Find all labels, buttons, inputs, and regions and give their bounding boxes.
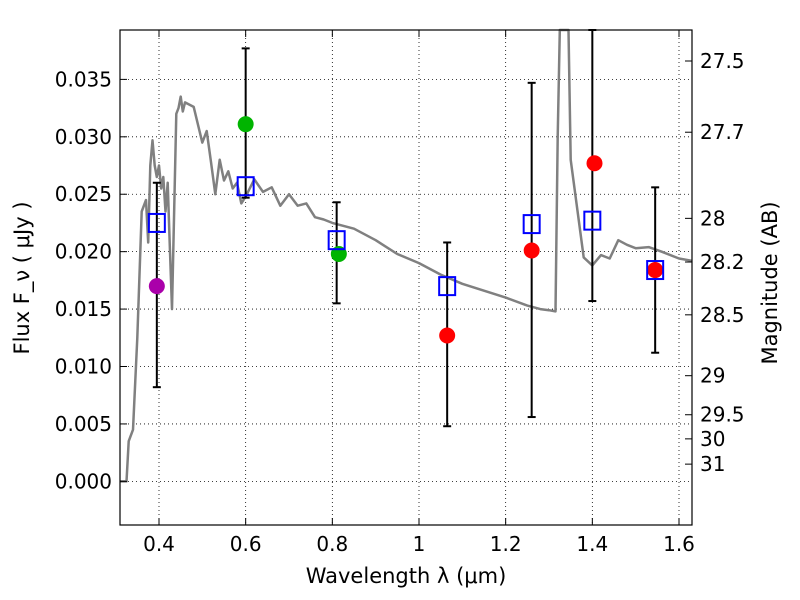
x-tick-label: 0.6 bbox=[230, 532, 262, 556]
y-tick-label: 0.005 bbox=[55, 412, 112, 436]
mag-tick-label: 28.2 bbox=[700, 250, 745, 274]
model-point bbox=[236, 176, 255, 197]
mag-tick-label: 28.5 bbox=[700, 303, 745, 327]
grid-layer bbox=[120, 30, 692, 525]
observed-point bbox=[647, 262, 664, 279]
model-point bbox=[583, 210, 602, 231]
observed-point bbox=[237, 116, 254, 133]
y-axis-right-label: Magnitude (AB) bbox=[758, 201, 782, 364]
mag-tick-label: 29.5 bbox=[700, 403, 745, 427]
y-tick-label: 0.015 bbox=[55, 297, 112, 321]
y-tick-label: 0.010 bbox=[55, 355, 112, 379]
mag-tick-label: 31 bbox=[700, 452, 725, 476]
observed-point bbox=[148, 278, 165, 295]
mag-tick-label: 30 bbox=[700, 427, 725, 451]
model-point bbox=[438, 276, 457, 297]
x-tick-label: 1 bbox=[413, 532, 426, 556]
model-point bbox=[522, 214, 541, 235]
tick-layer: 0.4 0.6 0.8 1 1.2 1.4 1.6 0.000 0.005 0.010 0.015 0… bbox=[55, 30, 745, 556]
y-axis-label: Flux F_ν ( μJy ) bbox=[10, 201, 35, 354]
y-tick-label: 0.030 bbox=[55, 125, 112, 149]
y-tick-label: 0.025 bbox=[55, 182, 112, 206]
x-axis-label: Wavelength λ (μm) bbox=[306, 564, 507, 588]
mag-tick-label: 27.5 bbox=[700, 49, 745, 73]
y-tick-label: 0.000 bbox=[55, 469, 112, 493]
model-point bbox=[327, 230, 346, 251]
model-point bbox=[147, 212, 166, 233]
mag-tick-label: 27.7 bbox=[700, 120, 745, 144]
model-points-layer bbox=[147, 176, 665, 297]
x-tick-label: 1.6 bbox=[663, 532, 695, 556]
x-tick-label: 0.8 bbox=[316, 532, 348, 556]
mag-tick-label: 29 bbox=[700, 364, 725, 388]
x-tick-label: 0.4 bbox=[143, 532, 175, 556]
y-tick-label: 0.020 bbox=[55, 240, 112, 264]
x-tick-label: 1.2 bbox=[490, 532, 522, 556]
observed-point bbox=[523, 242, 540, 259]
plot-frame bbox=[119, 29, 693, 526]
model-point bbox=[646, 260, 665, 281]
mag-tick-label: 28 bbox=[700, 206, 725, 230]
observed-point bbox=[439, 327, 456, 344]
y-tick-label: 0.035 bbox=[55, 67, 112, 91]
spectrum-layer bbox=[120, 28, 693, 483]
model-spectrum-line bbox=[120, 28, 693, 483]
x-tick-label: 1.4 bbox=[576, 532, 608, 556]
observed-point bbox=[586, 155, 603, 172]
